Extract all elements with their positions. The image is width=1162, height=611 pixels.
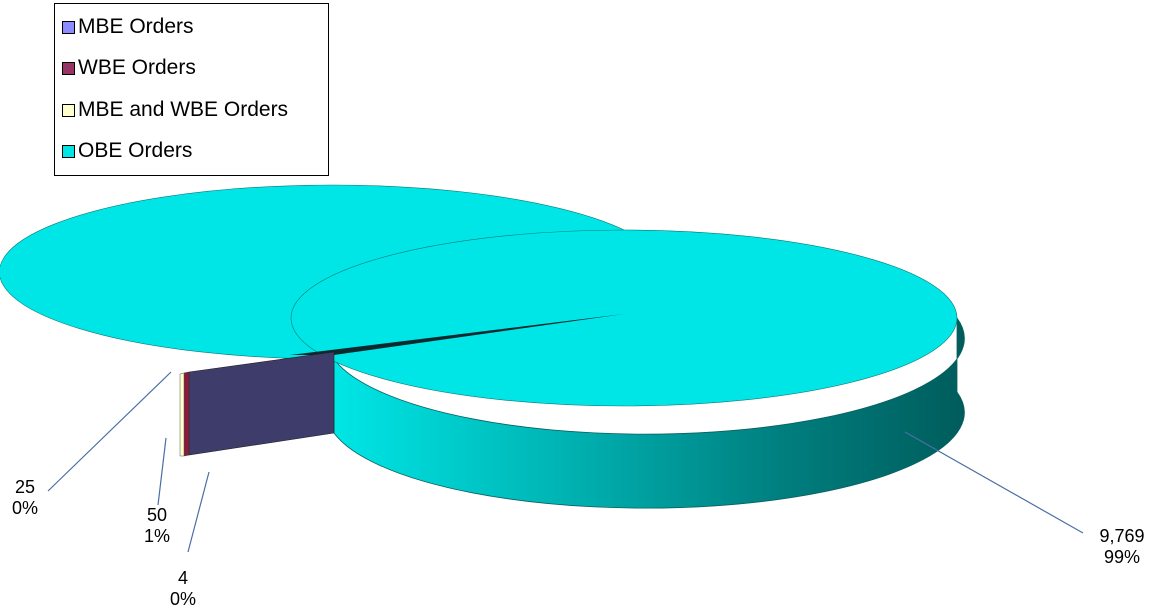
legend-swatch bbox=[62, 20, 75, 34]
pie-slice-wbe bbox=[183, 371, 190, 457]
legend-swatch bbox=[62, 144, 75, 158]
pie-slice-mbe bbox=[188, 351, 335, 456]
pie-wedge-seam bbox=[290, 314, 624, 355]
leader-line-mbe-wbe bbox=[187, 471, 210, 553]
data-label-value: 9,769 bbox=[1099, 526, 1145, 546]
data-label-wbe: 25 0% bbox=[8, 477, 42, 519]
data-label-obe: 9,769 99% bbox=[1090, 526, 1154, 568]
data-label-value: 25 bbox=[14, 477, 36, 497]
legend-label: MBE Orders bbox=[78, 15, 194, 38]
legend-item-mbe-wbe: MBE and WBE Orders bbox=[62, 97, 288, 123]
leader-line-obe bbox=[904, 431, 1084, 534]
pie-slice-mbe-wbe bbox=[179, 372, 185, 457]
leader-line-wbe bbox=[47, 371, 172, 492]
legend-label: WBE Orders bbox=[78, 56, 196, 79]
legend-swatch bbox=[62, 103, 75, 117]
pie-slice-obe-side bbox=[333, 316, 965, 509]
data-label-mbe-wbe: 4 0% bbox=[166, 568, 200, 610]
legend-item-wbe: WBE Orders bbox=[62, 55, 196, 81]
data-label-percent: 99% bbox=[1103, 547, 1141, 567]
data-label-mbe: 50 1% bbox=[140, 505, 174, 547]
legend: MBE Orders WBE Orders MBE and WBE Orders… bbox=[54, 3, 329, 176]
data-label-value: 50 bbox=[146, 505, 168, 525]
data-label-percent: 0% bbox=[169, 589, 196, 609]
legend-swatch bbox=[62, 61, 75, 75]
data-label-value: 4 bbox=[177, 568, 188, 588]
data-label-percent: 1% bbox=[143, 526, 170, 546]
leader-line-mbe bbox=[157, 437, 167, 506]
data-label-percent: 0% bbox=[11, 498, 38, 518]
legend-item-mbe: MBE Orders bbox=[62, 14, 194, 40]
pie-top-ellipse bbox=[290, 229, 958, 407]
legend-item-obe: OBE Orders bbox=[62, 138, 192, 164]
legend-label: OBE Orders bbox=[78, 139, 193, 162]
legend-label: MBE and WBE Orders bbox=[78, 98, 289, 121]
